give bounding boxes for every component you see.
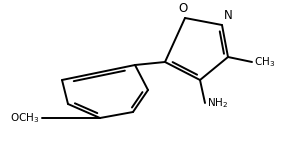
Text: OCH$_3$: OCH$_3$ xyxy=(10,111,39,125)
Text: N: N xyxy=(224,9,233,22)
Text: NH$_2$: NH$_2$ xyxy=(207,96,228,110)
Text: CH$_3$: CH$_3$ xyxy=(254,55,275,69)
Text: O: O xyxy=(178,2,188,15)
